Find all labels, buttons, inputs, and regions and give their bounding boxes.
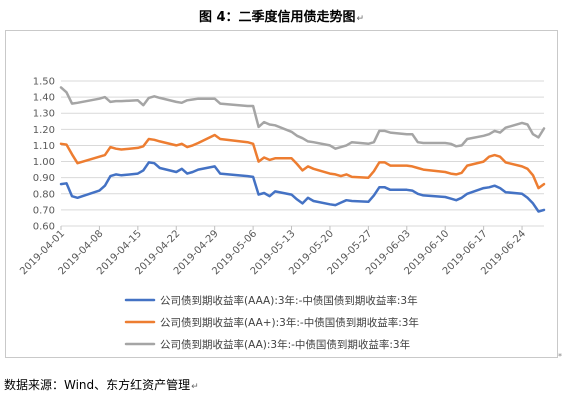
chart-frame: 0.60 0.70 0.80 0.90 1.00 1.10 1.20 1.30 1.40 1.50… <box>5 30 558 358</box>
legend-label-2: 公司债到期收益率(AA):3年:-中债国债到期收益率:3年 <box>160 338 410 351</box>
legend-label-0: 公司债到期收益率(AAA):3年:-中债国债到期收益率:3年 <box>160 294 418 307</box>
y-tick-label: 0.90 <box>33 173 55 184</box>
source-note: 数据来源：Wind、东方红资产管理↵ <box>4 376 199 393</box>
y-tick-label: 1.00 <box>33 157 55 168</box>
series-line-2 <box>59 86 546 150</box>
corner-mark: * <box>558 352 562 361</box>
y-tick-label: 1.30 <box>33 109 55 120</box>
figure-title: 图 4：二季度信用债走势图↵ <box>0 6 563 25</box>
y-tick-label: 1.50 <box>33 77 55 88</box>
series-line-1 <box>59 133 546 190</box>
y-tick-label: 1.10 <box>33 141 55 152</box>
paragraph-mark-icon: ↵ <box>191 382 199 392</box>
source-note-text: 数据来源：Wind、东方红资产管理 <box>4 378 191 392</box>
paragraph-mark-icon: ↵ <box>356 14 365 24</box>
y-tick-label: 1.40 <box>33 93 55 104</box>
legend-label-1: 公司债到期收益率(AA+):3年:-中债国债到期收益率:3年 <box>160 316 419 329</box>
y-tick-label: 0.60 <box>33 222 55 233</box>
series-line-0 <box>59 161 546 213</box>
y-tick-label: 1.20 <box>33 125 55 136</box>
figure-title-text: 图 4：二季度信用债走势图 <box>198 10 356 25</box>
y-tick-label: 0.80 <box>33 189 55 200</box>
line-chart: 0.60 0.70 0.80 0.90 1.00 1.10 1.20 1.30 1.40 1.50… <box>18 77 546 351</box>
y-tick-label: 0.70 <box>33 205 55 216</box>
